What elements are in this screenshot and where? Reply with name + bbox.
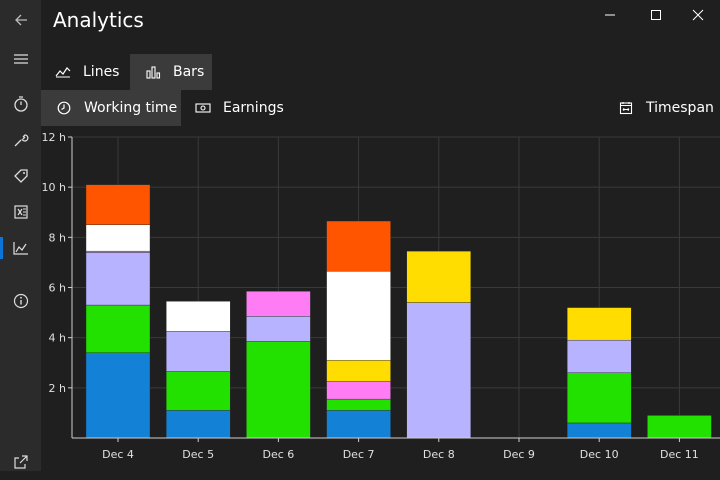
x-tick-label: Dec 4 (102, 448, 134, 461)
bar-segment-dec-5-0 (165, 410, 231, 439)
bar-segment-dec-10-1 (567, 372, 632, 424)
x-tick-label: Dec 6 (263, 448, 295, 461)
tab-lines[interactable]: Lines (53, 54, 133, 90)
back-arrow-icon (14, 14, 27, 26)
analytics-chart-icon (12, 242, 28, 255)
bar-chart-icon (143, 65, 163, 79)
tab-working-time[interactable]: Working time (41, 90, 181, 126)
sidebar-item-tools[interactable] (0, 122, 41, 158)
bar-segment-dec-6-1 (246, 341, 311, 439)
bar-segment-dec-10-2 (567, 339, 632, 373)
bar-segment-dec-7-4 (326, 360, 391, 382)
bar-segment-dec-10-4 (567, 307, 632, 341)
bar-segment-dec-7-3 (326, 381, 391, 400)
bar-segment-dec-7-5 (326, 270, 391, 361)
tab-bars-label: Bars (173, 64, 205, 80)
tab-working-time-label: Working time (84, 100, 178, 116)
close-button[interactable] (676, 0, 720, 30)
x-tick-label: Dec 11 (660, 448, 699, 461)
tab-earnings-label: Earnings (223, 100, 284, 116)
bar-segment-dec-6-2 (246, 316, 311, 342)
timespan-button[interactable]: Timespan (616, 90, 714, 126)
x-tick-label: Dec 7 (343, 448, 375, 461)
tag-icon (13, 169, 28, 183)
chart-labels: 2 h 4 h 6 h 8 h 10 h 12 h Dec 4 Dec 5 Dec 6 Dec 7… (42, 131, 699, 461)
hamburger-menu-icon (13, 54, 28, 64)
line-chart-icon (53, 66, 73, 78)
tab-earnings[interactable]: Earnings (193, 90, 284, 126)
open-external-icon (13, 455, 28, 469)
maximize-button[interactable] (634, 0, 678, 30)
y-tick-label: 10 h (42, 181, 66, 194)
bar-segment-dec-4-1 (85, 304, 151, 353)
stopwatch-icon (13, 96, 28, 112)
tab-bars[interactable]: Bars (130, 54, 212, 90)
timespan-label: Timespan (646, 100, 714, 116)
bar-segment-dec-7-6 (326, 220, 391, 272)
back-button[interactable] (0, 2, 41, 38)
bar-segment-dec-4-6 (85, 184, 151, 225)
bar-segment-dec-4-2 (85, 252, 151, 306)
y-tick-label: 4 h (49, 332, 66, 345)
sidebar-item-open-external[interactable] (0, 444, 41, 480)
y-tick-label: 2 h (49, 382, 66, 395)
bar-segment-dec-5-2 (165, 331, 231, 372)
bar-segment-dec-6-3 (246, 291, 311, 317)
bar-segment-dec-8-2 (406, 302, 471, 439)
chart-axes (68, 136, 720, 442)
x-tick-label: Dec 9 (503, 448, 535, 461)
page-title: Analytics (53, 8, 144, 32)
wrench-icon (14, 134, 28, 147)
calendar-icon (616, 101, 636, 115)
bar-segment-dec-5-5 (165, 301, 231, 332)
info-icon (13, 293, 28, 309)
x-tick-label: Dec 5 (182, 448, 214, 461)
bar-segment-dec-7-1 (326, 398, 391, 411)
y-tick-label: 8 h (49, 231, 66, 244)
chart-bars (85, 184, 712, 439)
sidebar-item-tags[interactable] (0, 158, 41, 194)
y-tick-label: 12 h (42, 131, 66, 144)
bar-segment-dec-11-1 (647, 415, 712, 439)
close-icon (692, 9, 704, 21)
maximize-icon (651, 10, 661, 20)
sidebar-item-timer[interactable] (0, 86, 41, 122)
active-indicator (0, 237, 3, 259)
bar-segment-dec-8-4 (406, 250, 471, 303)
sidebar-item-excel[interactable] (0, 194, 41, 230)
sidebar (0, 0, 41, 471)
x-tick-label: Dec 10 (580, 448, 619, 461)
sidebar-item-analytics[interactable] (0, 230, 41, 266)
sidebar-item-info[interactable] (0, 283, 41, 319)
excel-icon (13, 205, 28, 219)
bar-segment-dec-4-5 (85, 224, 151, 252)
minimize-icon (605, 14, 615, 16)
bar-segment-dec-7-0 (326, 410, 391, 439)
menu-button[interactable] (0, 41, 41, 77)
x-tick-label: Dec 8 (423, 448, 455, 461)
money-icon (193, 102, 213, 114)
bar-segment-dec-4-0 (85, 352, 151, 439)
bar-segment-dec-5-1 (165, 371, 231, 411)
y-tick-label: 6 h (49, 282, 66, 295)
tab-lines-label: Lines (83, 64, 120, 80)
minimize-button[interactable] (588, 0, 632, 30)
clock-icon (54, 101, 74, 115)
bar-segment-dec-10-0 (567, 422, 632, 439)
